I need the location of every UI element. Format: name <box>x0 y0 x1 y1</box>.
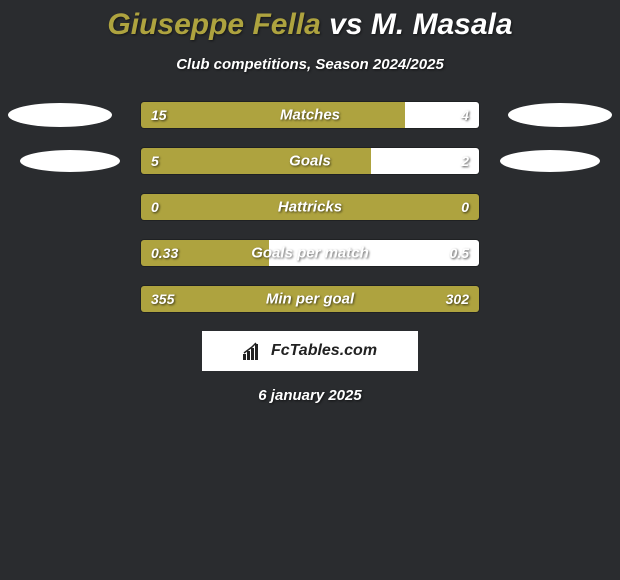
title-left-name: Giuseppe Fella <box>107 8 329 41</box>
stat-label: Goals <box>289 153 331 170</box>
stat-bar: Hattricks 0 0 <box>140 193 480 221</box>
stat-value-left: 0.33 <box>151 245 178 261</box>
barchart-icon <box>243 342 265 360</box>
stat-value-right: 0 <box>461 199 469 215</box>
stat-value-left: 355 <box>151 291 174 307</box>
comparison-subtitle: Club competitions, Season 2024/2025 <box>0 56 620 73</box>
stat-bar: Goals per match 0.33 0.5 <box>140 239 480 267</box>
stat-bar: Matches 15 4 <box>140 101 480 129</box>
stat-value-left: 0 <box>151 199 159 215</box>
stat-value-right: 4 <box>461 107 469 123</box>
comparison-title: Giuseppe Fella vs M. Masala <box>0 0 620 42</box>
player-avatar-right <box>508 103 612 127</box>
stat-row: Matches 15 4 <box>0 101 620 129</box>
stat-label: Hattricks <box>278 199 342 216</box>
fctables-logo-text: FcTables.com <box>271 342 377 360</box>
stat-bar-left <box>141 148 371 174</box>
stat-value-right: 302 <box>446 291 469 307</box>
stat-bar: Goals 5 2 <box>140 147 480 175</box>
stat-label: Min per goal <box>266 291 354 308</box>
stat-bar: Min per goal 355 302 <box>140 285 480 313</box>
stat-row: Hattricks 0 0 <box>0 193 620 221</box>
player-avatar-right <box>500 150 600 172</box>
stat-bar-left <box>141 102 405 128</box>
stat-label: Goals per match <box>251 245 369 262</box>
comparison-chart: Matches 15 4 Goals 5 2 Hattricks 0 0 Goals per ma… <box>0 101 620 313</box>
stat-row: Goals 5 2 <box>0 147 620 175</box>
stat-label: Matches <box>280 107 340 124</box>
stat-row: Goals per match 0.33 0.5 <box>0 239 620 267</box>
stat-value-left: 5 <box>151 153 159 169</box>
stat-value-left: 15 <box>151 107 167 123</box>
stat-value-right: 2 <box>461 153 469 169</box>
player-avatar-left <box>20 150 120 172</box>
snapshot-date: 6 january 2025 <box>0 387 620 404</box>
fctables-logo: FcTables.com <box>202 331 418 371</box>
player-avatar-left <box>8 103 112 127</box>
title-right-name: vs M. Masala <box>329 8 512 41</box>
stat-row: Min per goal 355 302 <box>0 285 620 313</box>
stat-value-right: 0.5 <box>450 245 469 261</box>
